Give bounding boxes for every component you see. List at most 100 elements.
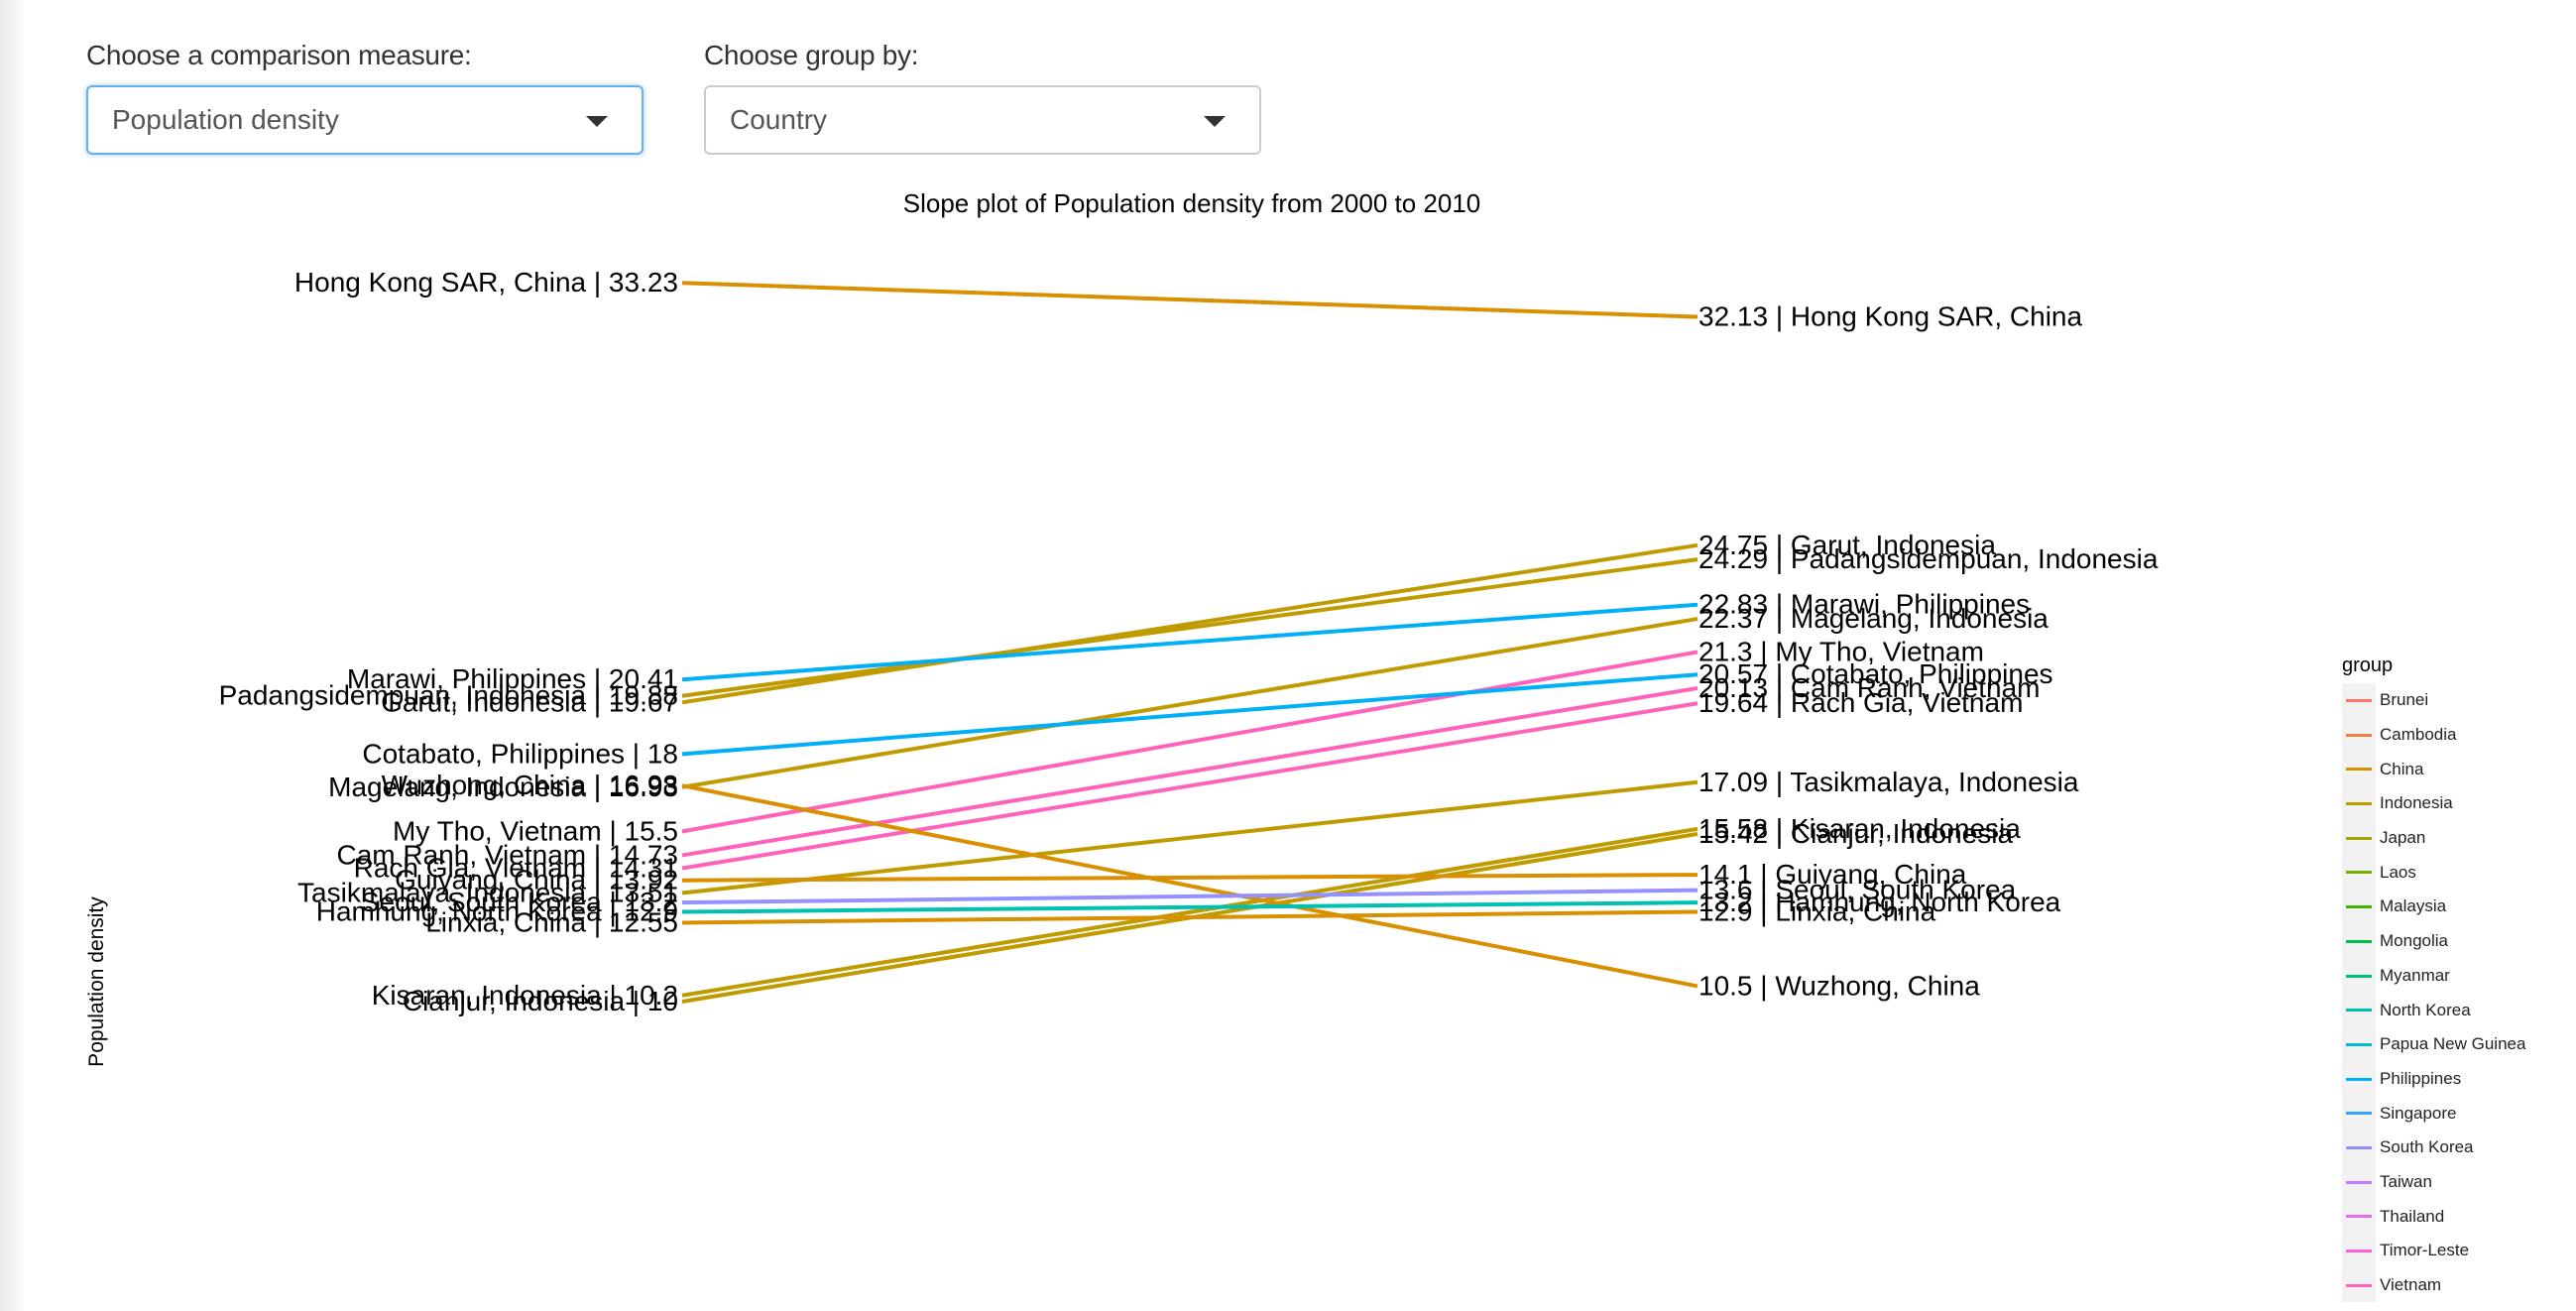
end-label: 19.64 | Rach Gia, Vietnam: [1698, 687, 2023, 718]
legend-label: Mongolia: [2380, 931, 2448, 951]
legend-key-line: [2346, 1009, 2372, 1013]
legend-key: [2342, 1234, 2376, 1268]
end-label: 15.42 | Cianjur, Indonesia: [1698, 818, 2013, 849]
legend-key-line: [2346, 802, 2372, 806]
start-label: My Tho, Vietnam | 15.5: [393, 815, 678, 846]
legend-items: Brunei Cambodia China Indonesia Japan Laos Mal…: [2342, 683, 2576, 1303]
legend-key-line: [2346, 1112, 2372, 1116]
legend-label: Laos: [2380, 862, 2416, 882]
legend-key-line: [2346, 1215, 2372, 1219]
legend-item: Timor-Leste: [2342, 1234, 2576, 1268]
start-label: Padangsidempuan, Indonesia | 19.88: [219, 680, 678, 711]
start-label: Cam Ranh, Vietnam | 14.73: [336, 839, 678, 870]
legend-key: [2342, 820, 2376, 856]
series-line: [681, 909, 1698, 925]
legend-key: [2342, 1130, 2376, 1165]
y-axis-label: Population density: [85, 896, 108, 1067]
start-label: Hamhung, North Korea | 12.9: [316, 896, 678, 927]
legend-key-line: [2346, 974, 2372, 978]
series-line: [681, 701, 1698, 871]
legend-item: Cambodia: [2342, 717, 2576, 753]
chart-title: Slope plot of Population density from 20…: [903, 188, 1481, 218]
legend-item: Taiwan: [2342, 1164, 2576, 1200]
legend-key-line: [2346, 1180, 2372, 1184]
end-label: 13.6 | Seoul, South Korea: [1698, 875, 2017, 905]
start-label: Marawi, Philippines | 20.41: [347, 663, 678, 694]
end-label: 14.1 | Guiyang, China: [1698, 859, 1967, 890]
legend-label: Taiwan: [2380, 1171, 2432, 1191]
legend-item: Japan: [2342, 820, 2576, 856]
series-line: [681, 826, 1698, 998]
legend-key-line: [2346, 939, 2372, 943]
legend-label: Thailand: [2380, 1206, 2445, 1226]
end-label: 20.57 | Cotabato, Philippines: [1698, 658, 2053, 689]
legend-key-line: [2346, 1077, 2372, 1081]
legend-key: [2342, 1026, 2376, 1062]
start-label: Cianjur, Indonesia | 10: [403, 986, 678, 1016]
legend-key: [2342, 923, 2376, 959]
end-label: 24.75 | Garut, Indonesia: [1698, 530, 1996, 560]
page-edge-shadow: [0, 0, 26, 1311]
end-label: 22.83 | Marawi, Philippines: [1698, 589, 2030, 620]
series-line: [681, 617, 1698, 789]
legend-key: [2342, 890, 2376, 924]
legend-label: China: [2380, 759, 2424, 778]
chevron-down-icon: [586, 116, 608, 127]
legend-item: Mongolia: [2342, 923, 2576, 959]
legend-key-line: [2346, 1283, 2372, 1287]
legend-item: Thailand: [2342, 1199, 2576, 1234]
series-line: [681, 281, 1698, 319]
legend-title: group: [2342, 655, 2394, 676]
end-label: 20.13 | Cam Ranh, Vietnam: [1698, 672, 2041, 703]
legend-item: Papua New Guinea: [2342, 1026, 2576, 1062]
legend-key: [2342, 1267, 2376, 1303]
group-control: Choose group by: Country: [704, 40, 1261, 155]
series-line: [681, 779, 1698, 895]
start-label: Garut, Indonesia | 19.67: [381, 686, 678, 717]
legend-label: Malaysia: [2380, 896, 2447, 916]
legend-label: Vietnam: [2380, 1275, 2442, 1295]
series-lines: [681, 281, 1698, 1004]
series-line: [681, 602, 1698, 682]
chevron-down-icon: [1204, 116, 1226, 127]
legend-key: [2342, 752, 2376, 787]
legend-label: South Korea: [2380, 1137, 2474, 1157]
legend-label: Cambodia: [2380, 725, 2457, 745]
measure-control: Choose a comparison measure: Population …: [86, 40, 644, 155]
legend-item: Vietnam: [2342, 1267, 2576, 1303]
legend-key-line: [2346, 768, 2372, 772]
legend-label: Brunei: [2380, 690, 2429, 710]
measure-select-value: Population density: [112, 104, 339, 135]
start-label: Guiyang, China | 13.92: [395, 865, 678, 895]
series-line: [681, 650, 1698, 834]
start-label: Tasikmalaya, Indonesia | 13.51: [297, 877, 678, 907]
legend-key: [2342, 1061, 2376, 1097]
start-label: Wuzhong, China | 16.98: [382, 770, 678, 800]
measure-select[interactable]: Population density: [86, 85, 644, 155]
start-label: Cotabato, Philippines | 18: [362, 738, 678, 769]
legend-key: [2342, 1164, 2376, 1200]
legend-item: Brunei: [2342, 683, 2576, 718]
legend-key: [2342, 958, 2376, 994]
legend-label: Timor-Leste: [2380, 1241, 2470, 1260]
series-labels: Hong Kong SAR, China | 33.23 32.13 | Hong…: [219, 267, 2159, 1016]
legend-item: South Korea: [2342, 1130, 2576, 1165]
series-line: [681, 557, 1698, 698]
legend-key: [2342, 786, 2376, 821]
legend-label: Japan: [2380, 828, 2426, 848]
end-label: 10.5 | Wuzhong, China: [1698, 970, 1980, 1001]
legend-item: Malaysia: [2342, 890, 2576, 924]
legend-key: [2342, 993, 2376, 1027]
end-label: 24.29 | Padangsidempuan, Indonesia: [1698, 543, 2159, 574]
legend-key-line: [2346, 836, 2372, 840]
legend-label: Papua New Guinea: [2380, 1034, 2526, 1054]
legend-key: [2342, 717, 2376, 753]
legend-label: Indonesia: [2380, 793, 2453, 813]
group-select[interactable]: Country: [704, 85, 1261, 155]
series-line: [681, 873, 1698, 883]
legend-key-line: [2346, 1145, 2372, 1149]
legend-key: [2342, 1096, 2376, 1131]
series-line: [681, 542, 1698, 705]
start-label: Linxia, China | 12.55: [425, 906, 678, 937]
start-label: Magelang, Indonesia | 16.93: [328, 772, 678, 802]
